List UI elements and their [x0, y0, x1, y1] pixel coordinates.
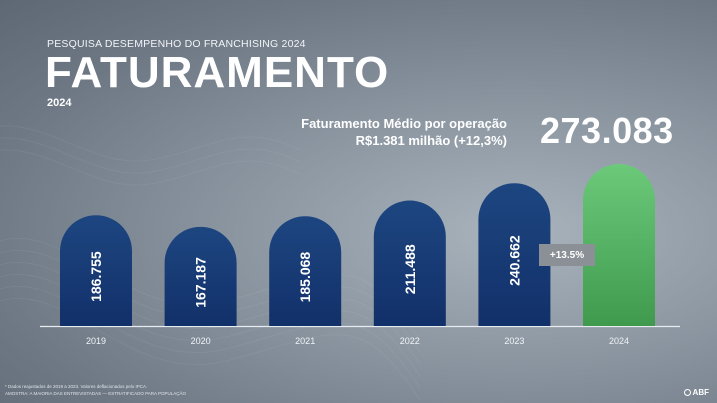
x-tick-2023: 2023 [504, 336, 524, 346]
bar-value-label-2023: 240.662 [506, 235, 522, 286]
average-revenue-label: Faturamento Médio por operação [301, 116, 507, 131]
x-tick-2020: 2020 [191, 336, 211, 346]
bar-value-label-2021: 185.068 [297, 252, 313, 303]
logo-text: ABF [692, 388, 709, 397]
bar-value-label-2020: 167.187 [193, 257, 209, 308]
x-tick-2021: 2021 [295, 336, 315, 346]
footnote-2: AMOSTRA: A MAIORIA DAS ENTREVISTADAS — E… [5, 391, 187, 396]
bar-2021 [269, 216, 342, 326]
bar-2022 [373, 200, 446, 326]
bar-2019 [60, 215, 132, 326]
bar-2024 [583, 164, 655, 326]
bar-value-label-2019: 186.755 [88, 251, 104, 302]
average-revenue-value: R$1.381 milhão (+12,3%) [355, 133, 507, 148]
bar-value-label-2022: 211.488 [402, 244, 418, 294]
footnote-1: * Dados reajustados de 2019 a 2023. Valo… [5, 384, 148, 389]
growth-annotation-badge: +13.5% [539, 244, 595, 266]
bar-2023 [478, 183, 551, 326]
x-tick-2019: 2019 [86, 336, 106, 346]
bar-2020 [164, 226, 237, 326]
x-tick-2022: 2022 [400, 336, 420, 346]
x-tick-2024: 2024 [609, 336, 629, 346]
page-year: 2024 [47, 97, 72, 109]
highlight-total-value: 273.083 [540, 110, 674, 151]
survey-supertitle: PESQUISA DESEMPENHO DO FRANCHISING 2024 [47, 38, 306, 50]
page-title: FATURAMENTO [45, 48, 390, 97]
logo-circle-icon [683, 389, 691, 396]
abf-logo: ABF [683, 388, 709, 397]
